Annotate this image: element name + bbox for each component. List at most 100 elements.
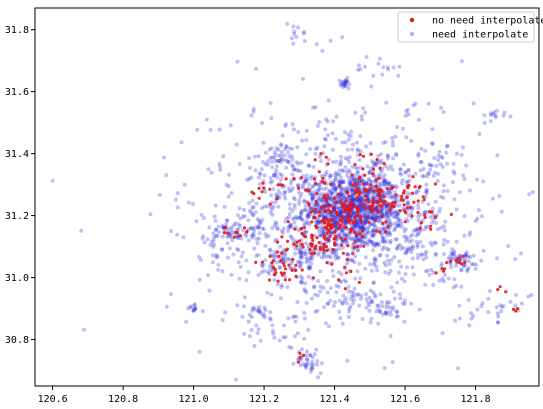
need-interpolate-point bbox=[341, 85, 346, 90]
need-interpolate-point bbox=[300, 76, 305, 81]
need-interpolate-point bbox=[191, 202, 196, 206]
need-interpolate-point bbox=[292, 32, 297, 36]
need-interpolate-point bbox=[376, 213, 381, 218]
need-interpolate-point bbox=[338, 154, 343, 159]
need-interpolate-point bbox=[359, 114, 364, 119]
need-interpolate-point bbox=[199, 212, 204, 217]
need-interpolate-point bbox=[395, 214, 399, 219]
need-interpolate-point bbox=[398, 167, 403, 172]
need-interpolate-point bbox=[303, 363, 308, 368]
need-interpolate-point bbox=[379, 207, 384, 212]
need-interpolate-point bbox=[404, 250, 409, 255]
need-interpolate-point bbox=[398, 292, 402, 297]
x-tick-label: 121.8 bbox=[461, 394, 491, 405]
no-need-interpolate-point bbox=[294, 274, 298, 278]
need-interpolate-point bbox=[328, 173, 333, 178]
need-interpolate-point bbox=[279, 157, 284, 162]
need-interpolate-point bbox=[457, 190, 462, 195]
need-interpolate-point bbox=[390, 167, 395, 172]
need-interpolate-point bbox=[257, 218, 261, 223]
need-interpolate-point bbox=[289, 261, 294, 266]
need-interpolate-point bbox=[360, 225, 365, 230]
need-interpolate-point bbox=[366, 229, 371, 234]
need-interpolate-point bbox=[386, 153, 391, 158]
need-interpolate-point bbox=[360, 225, 365, 230]
no-need-interpolate-point bbox=[356, 207, 360, 211]
need-interpolate-point bbox=[263, 162, 268, 166]
need-interpolate-point bbox=[282, 193, 287, 198]
need-interpolate-point bbox=[319, 229, 324, 234]
need-interpolate-point bbox=[508, 299, 513, 304]
no-need-interpolate-point bbox=[355, 210, 359, 214]
need-interpolate-point bbox=[341, 179, 345, 184]
need-interpolate-point bbox=[306, 274, 311, 279]
need-interpolate-point bbox=[308, 353, 313, 358]
need-interpolate-point bbox=[374, 264, 379, 269]
need-interpolate-point bbox=[299, 260, 304, 265]
no-need-interpolate-point bbox=[320, 219, 324, 223]
need-interpolate-point bbox=[273, 220, 278, 225]
need-interpolate-point bbox=[297, 215, 302, 220]
need-interpolate-point bbox=[389, 195, 394, 200]
need-interpolate-point bbox=[405, 249, 410, 254]
need-interpolate-point bbox=[403, 170, 408, 175]
need-interpolate-point bbox=[297, 249, 302, 254]
need-interpolate-point bbox=[387, 216, 392, 221]
need-interpolate-point bbox=[297, 201, 302, 206]
need-interpolate-point bbox=[333, 137, 338, 141]
need-interpolate-point bbox=[408, 234, 413, 239]
need-interpolate-point bbox=[390, 135, 395, 140]
need-interpolate-point bbox=[424, 182, 429, 187]
need-interpolate-point bbox=[374, 242, 379, 247]
need-interpolate-point bbox=[311, 165, 316, 169]
need-interpolate-point bbox=[250, 212, 255, 217]
need-interpolate-point bbox=[418, 159, 423, 164]
need-interpolate-point bbox=[419, 252, 424, 256]
need-interpolate-point bbox=[329, 191, 334, 196]
need-interpolate-point bbox=[364, 305, 369, 310]
need-interpolate-point bbox=[301, 362, 306, 367]
need-interpolate-point bbox=[282, 190, 287, 195]
no-need-interpolate-point bbox=[340, 220, 344, 224]
need-interpolate-point bbox=[326, 133, 330, 138]
need-interpolate-point bbox=[346, 314, 351, 319]
no-need-interpolate-point bbox=[337, 183, 341, 188]
no-need-interpolate-point bbox=[324, 196, 328, 200]
need-interpolate-point bbox=[302, 316, 307, 321]
need-interpolate-point bbox=[416, 188, 421, 193]
need-interpolate-point bbox=[445, 189, 450, 193]
need-interpolate-point bbox=[233, 221, 238, 226]
need-interpolate-point bbox=[379, 208, 384, 213]
need-interpolate-point bbox=[381, 245, 386, 250]
need-interpolate-point bbox=[229, 191, 234, 196]
need-interpolate-point bbox=[381, 236, 386, 240]
need-interpolate-point bbox=[359, 239, 364, 244]
no-need-interpolate-point bbox=[313, 182, 317, 186]
need-interpolate-point bbox=[186, 306, 191, 311]
need-interpolate-point bbox=[371, 160, 376, 165]
need-interpolate-point bbox=[382, 183, 387, 188]
need-interpolate-point bbox=[335, 205, 340, 210]
no-need-interpolate-point bbox=[514, 309, 518, 313]
need-interpolate-point bbox=[332, 220, 337, 225]
need-interpolate-point bbox=[340, 194, 345, 199]
need-interpolate-point bbox=[206, 273, 210, 278]
need-interpolate-point bbox=[211, 231, 216, 236]
need-interpolate-point bbox=[309, 192, 314, 197]
need-interpolate-point bbox=[287, 225, 292, 230]
need-interpolate-point bbox=[328, 255, 333, 260]
need-interpolate-point bbox=[409, 139, 414, 143]
need-interpolate-point bbox=[227, 234, 231, 239]
need-interpolate-point bbox=[223, 310, 228, 315]
need-interpolate-point bbox=[351, 210, 356, 215]
need-interpolate-point bbox=[387, 231, 392, 236]
need-interpolate-point bbox=[304, 219, 309, 224]
need-interpolate-point bbox=[256, 273, 261, 277]
need-interpolate-point bbox=[389, 195, 393, 200]
need-interpolate-point bbox=[378, 292, 383, 297]
y-tick-label: 31.2 bbox=[5, 211, 29, 222]
need-interpolate-point bbox=[251, 232, 255, 236]
need-interpolate-point bbox=[238, 224, 243, 228]
need-interpolate-point bbox=[214, 253, 219, 257]
need-interpolate-point bbox=[384, 206, 389, 211]
